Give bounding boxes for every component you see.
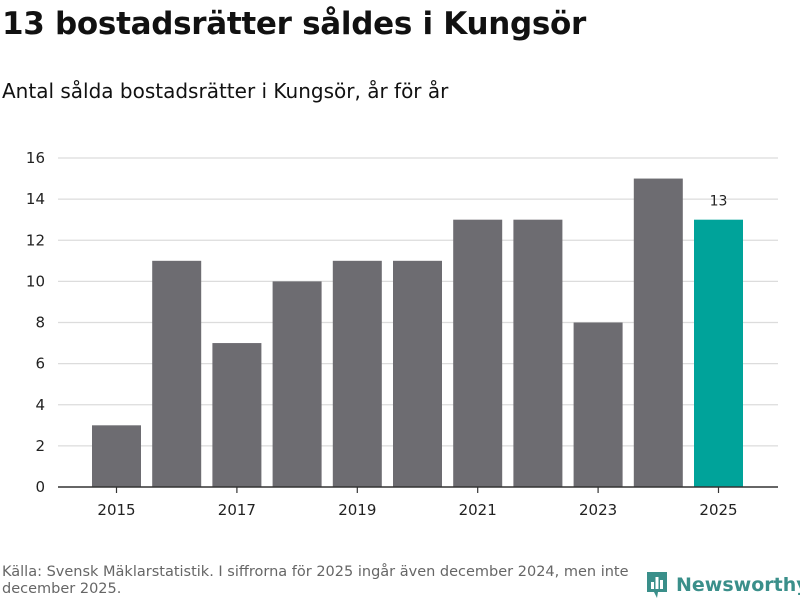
bar-2021 [453,219,503,487]
x-tick-label: 2019 [338,501,376,519]
y-tick-label: 6 [35,355,45,373]
x-tick-label: 2021 [459,501,497,519]
bars [92,178,743,487]
bar-2015 [92,425,141,487]
bar-2024 [633,178,683,487]
x-tick-label: 2017 [218,501,256,519]
bar-2019 [332,260,382,487]
chart-subtitle: Antal sålda bostadsrätter i Kungsör, år … [2,79,449,103]
y-axis-ticks: 0 2 4 6 8 10 12 14 16 [26,149,45,496]
bar-2023 [573,322,623,487]
newsworthy-logo[interactable]: Newsworthy [645,570,800,600]
y-tick-label: 4 [35,396,45,414]
y-tick-label: 16 [26,149,45,167]
x-tick-label: 2015 [97,501,135,519]
bar-2017 [212,343,262,487]
bar-2018 [272,281,322,487]
x-tick-label: 2025 [699,501,737,519]
y-tick-label: 2 [35,437,45,455]
x-axis-ticks: 2015 2017 2019 2021 2023 2025 [97,487,738,519]
bar-2025 [694,219,743,487]
logo-text: Newsworthy [676,574,800,596]
y-tick-label: 8 [35,314,45,332]
y-tick-label: 12 [26,231,45,249]
y-tick-label: 14 [26,190,45,208]
data-label-2025: 13 [710,194,728,210]
bar-chart-icon [647,572,667,598]
source-note: Källa: Svensk Mäklarstatistik. I siffror… [2,564,629,597]
y-tick-label: 10 [26,272,45,290]
bar-2016 [152,260,202,487]
chart-title: 13 bostadsrätter såldes i Kungsör [2,6,587,42]
bar-2022 [513,219,563,487]
y-tick-label: 0 [35,478,45,496]
x-tick-label: 2023 [579,501,617,519]
data-labels: 13 [710,194,728,210]
bar-2020 [393,260,442,487]
bar-chart: 0 2 4 6 8 10 12 14 16 2015 2017 2019 2021 2023 2025 1… [26,149,778,519]
